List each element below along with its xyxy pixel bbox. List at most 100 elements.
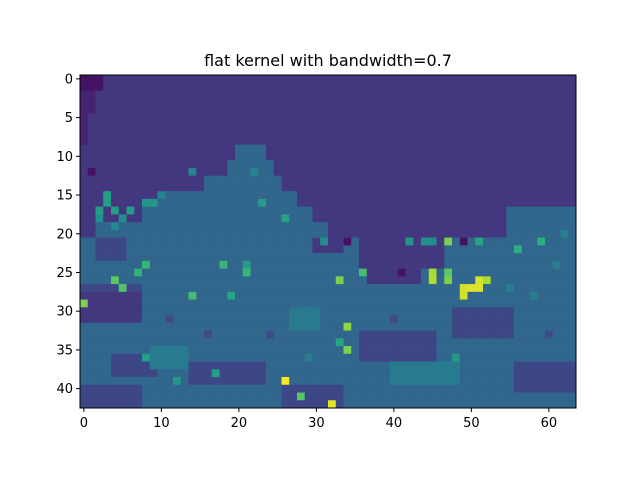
heatmap-cell — [568, 346, 577, 355]
heatmap-cell — [413, 400, 422, 409]
heatmap-cell — [529, 105, 538, 115]
heatmap-cell — [320, 338, 329, 347]
heatmap-cell — [390, 276, 399, 285]
heatmap-cell — [134, 353, 143, 362]
heatmap-cell — [304, 369, 313, 378]
heatmap-cell — [165, 237, 174, 246]
heatmap-cell — [134, 129, 143, 138]
heatmap-cell — [87, 307, 96, 316]
heatmap-cell — [521, 307, 530, 316]
heatmap-cell — [304, 392, 313, 401]
heatmap-cell — [320, 144, 329, 153]
heatmap-cell — [219, 175, 228, 184]
heatmap-cell — [506, 322, 515, 331]
heatmap-cell — [211, 384, 220, 393]
heatmap-cell — [219, 307, 228, 316]
heatmap-cell — [204, 369, 213, 378]
heatmap-cell — [250, 75, 259, 84]
heatmap-cell — [111, 369, 120, 378]
heatmap-cell — [297, 268, 306, 277]
heatmap-cell — [413, 315, 422, 324]
heatmap-cell — [459, 291, 468, 300]
heatmap-cell — [475, 338, 484, 347]
heatmap-cell — [359, 136, 368, 146]
heatmap-cell — [552, 214, 561, 223]
heatmap-cell — [235, 245, 244, 254]
heatmap-cell — [335, 129, 344, 138]
heatmap-cell — [289, 284, 298, 293]
heatmap-cell — [273, 206, 282, 215]
heatmap-cell — [227, 214, 236, 223]
heatmap-cell — [483, 90, 492, 99]
heatmap-cell — [289, 129, 298, 138]
heatmap-cell — [568, 377, 577, 386]
heatmap — [80, 75, 577, 409]
heatmap-cell — [374, 160, 383, 169]
heatmap-cell — [529, 377, 538, 386]
heatmap-cell — [281, 253, 290, 262]
heatmap-cell — [552, 121, 561, 130]
y-tick-label: 0 — [65, 72, 73, 87]
heatmap-cell — [165, 191, 174, 200]
heatmap-cell — [258, 245, 267, 254]
heatmap-cell — [219, 384, 228, 393]
heatmap-cell — [390, 384, 399, 393]
heatmap-cell — [134, 307, 143, 316]
heatmap-cell — [413, 291, 422, 300]
heatmap-cell — [134, 121, 143, 130]
heatmap-cell — [289, 237, 298, 246]
heatmap-cell — [413, 113, 422, 122]
heatmap-cell — [304, 90, 313, 99]
heatmap-cell — [304, 183, 313, 192]
heatmap-cell — [266, 229, 275, 238]
heatmap-cell — [397, 268, 406, 277]
heatmap-cell — [475, 361, 484, 370]
heatmap-cell — [506, 160, 515, 169]
heatmap-cell — [180, 245, 189, 254]
heatmap-cell — [87, 237, 96, 246]
heatmap-cell — [95, 291, 104, 300]
heatmap-cell — [483, 167, 492, 177]
heatmap-cell — [242, 105, 251, 115]
heatmap-cell — [173, 268, 182, 277]
heatmap-cell — [149, 121, 158, 130]
heatmap-cell — [444, 136, 453, 146]
heatmap-cell — [103, 299, 112, 308]
heatmap-cell — [452, 353, 461, 362]
heatmap-cell — [506, 121, 515, 130]
heatmap-cell — [134, 284, 143, 293]
heatmap-cell — [266, 284, 275, 293]
heatmap-cell — [444, 198, 453, 207]
heatmap-cell — [537, 346, 546, 355]
x-axis: 0 10 20 30 40 50 60 — [80, 408, 557, 431]
heatmap-cell — [483, 322, 492, 331]
heatmap-cell — [444, 98, 453, 107]
heatmap-cell — [374, 191, 383, 200]
heatmap-cell — [149, 315, 158, 324]
heatmap-cell — [413, 245, 422, 254]
heatmap-cell — [126, 105, 135, 115]
heatmap-cell — [227, 392, 236, 401]
heatmap-cell — [126, 222, 135, 231]
heatmap-cell — [157, 245, 166, 254]
heatmap-cell — [428, 253, 437, 262]
heatmap-cell — [390, 152, 399, 161]
heatmap-cell — [506, 400, 515, 409]
heatmap-cell — [359, 307, 368, 316]
heatmap-cell — [80, 183, 89, 192]
heatmap-cell — [498, 167, 507, 177]
heatmap-cell — [537, 121, 546, 130]
heatmap-cell — [312, 75, 321, 84]
heatmap-cell — [413, 268, 422, 277]
heatmap-cell — [180, 392, 189, 401]
heatmap-cell — [80, 268, 89, 277]
heatmap-cell — [134, 75, 143, 84]
heatmap-cell — [459, 361, 468, 370]
heatmap-cell — [273, 384, 282, 393]
heatmap-cell — [87, 121, 96, 130]
heatmap-cell — [397, 237, 406, 246]
heatmap-cell — [188, 377, 197, 386]
heatmap-cell — [312, 105, 321, 115]
heatmap-cell — [335, 377, 344, 386]
heatmap-cell — [180, 361, 189, 370]
